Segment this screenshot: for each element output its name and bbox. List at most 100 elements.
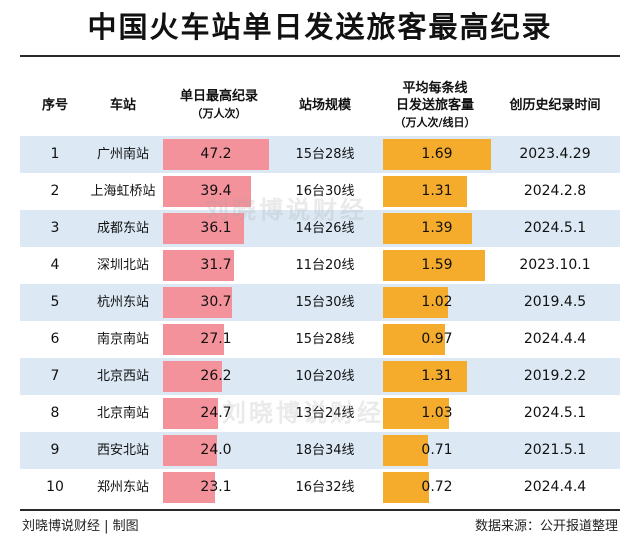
avg-bar bbox=[383, 361, 467, 392]
date-cell: 2019.4.5 bbox=[523, 294, 587, 310]
avg-bar bbox=[383, 324, 445, 355]
station-cell: 杭州东站 bbox=[96, 295, 149, 310]
record-value: 36.1 bbox=[200, 220, 232, 236]
station-cell: 广州南站 bbox=[96, 147, 149, 162]
table-row: 5 杭州东站 30.7 15台30线 1.02 2019.4.5 bbox=[20, 284, 620, 321]
rank-cell: 9 bbox=[50, 442, 60, 458]
header-rank: 序号 bbox=[32, 80, 78, 130]
avg-bar bbox=[383, 250, 485, 281]
rank-cell: 10 bbox=[46, 479, 64, 495]
avg-bar bbox=[383, 472, 429, 503]
station-cell: 北京西站 bbox=[96, 369, 149, 384]
station-cell: 深圳北站 bbox=[96, 258, 149, 273]
table-row: 9 西安北站 24.0 18台34线 0.71 2021.5.1 bbox=[20, 432, 620, 469]
avg-value: 1.31 bbox=[421, 368, 453, 384]
scale-cell: 11台20线 bbox=[295, 258, 355, 273]
avg-bar bbox=[383, 287, 449, 318]
date-cell: 2024.2.8 bbox=[523, 183, 587, 199]
date-cell: 2024.4.4 bbox=[523, 331, 587, 347]
record-bar bbox=[163, 435, 217, 466]
record-value: 47.2 bbox=[200, 146, 232, 162]
scale-cell: 14台26线 bbox=[295, 221, 355, 236]
header-avg: 平均每条线 日发送旅客量 （万人次/线日） bbox=[375, 80, 495, 130]
avg-value: 0.72 bbox=[421, 479, 453, 495]
record-value: 26.2 bbox=[200, 368, 232, 384]
table-row: 8 北京南站 24.7 13台24线 1.03 2024.5.1 bbox=[20, 395, 620, 432]
header-avg-unit: （万人次/线日） bbox=[394, 115, 476, 129]
title-rule bbox=[20, 55, 620, 57]
header-avg-line2: 日发送旅客量 bbox=[395, 97, 474, 113]
record-bar bbox=[163, 250, 235, 281]
avg-value: 1.31 bbox=[421, 183, 453, 199]
record-bar bbox=[163, 176, 252, 207]
record-bar bbox=[163, 361, 222, 392]
station-cell: 西安北站 bbox=[96, 443, 149, 458]
station-cell: 北京南站 bbox=[96, 406, 149, 421]
rank-cell: 4 bbox=[50, 257, 60, 273]
table-row: 10 郑州东站 23.1 16台32线 0.72 2024.4.4 bbox=[20, 469, 620, 506]
table-row: 6 南京南站 27.1 15台28线 0.97 2024.4.4 bbox=[20, 321, 620, 358]
rank-cell: 6 bbox=[50, 331, 60, 347]
date-cell: 2024.5.1 bbox=[523, 405, 587, 421]
record-value: 27.1 bbox=[200, 331, 232, 347]
record-value: 31.7 bbox=[200, 257, 232, 273]
header-record-unit: （万人次） bbox=[191, 107, 247, 120]
date-cell: 2023.4.29 bbox=[519, 146, 591, 162]
rank-cell: 7 bbox=[50, 368, 60, 384]
record-bar bbox=[163, 139, 269, 170]
table-row: 3 成都东站 36.1 14台26线 1.39 2024.5.1 bbox=[20, 210, 620, 247]
footer-source: 数据来源：公开报道整理 bbox=[474, 519, 618, 534]
header-scale-label: 站场规模 bbox=[298, 97, 351, 113]
scale-cell: 16台32线 bbox=[295, 480, 355, 495]
station-cell: 郑州东站 bbox=[96, 480, 149, 495]
record-value: 24.0 bbox=[200, 442, 232, 458]
avg-bar bbox=[383, 435, 429, 466]
header-record: 单日最高纪录 （万人次） bbox=[158, 80, 280, 130]
record-bar bbox=[163, 213, 245, 244]
header-date: 创历史纪录时间 bbox=[490, 80, 620, 130]
header-record-label: 单日最高纪录 bbox=[179, 89, 258, 104]
avg-value: 0.97 bbox=[421, 331, 453, 347]
avg-bar bbox=[383, 139, 491, 170]
record-bar bbox=[163, 398, 219, 429]
avg-bar bbox=[383, 176, 467, 207]
avg-bar bbox=[383, 213, 472, 244]
station-cell: 成都东站 bbox=[96, 221, 149, 236]
rank-cell: 2 bbox=[50, 183, 60, 199]
header-station: 车站 bbox=[78, 80, 168, 130]
header-station-label: 车站 bbox=[109, 97, 136, 113]
table-row: 1 广州南站 47.2 15台28线 1.69 2023.4.29 bbox=[20, 136, 620, 173]
record-value: 39.4 bbox=[200, 183, 232, 199]
date-cell: 2023.10.1 bbox=[519, 257, 591, 273]
footer-rule bbox=[20, 509, 620, 511]
chart-title: 中国火车站单日发送旅客最高纪录 bbox=[87, 10, 553, 44]
header-rank-label: 序号 bbox=[41, 97, 68, 113]
scale-cell: 13台24线 bbox=[295, 406, 355, 421]
station-cell: 上海虹桥站 bbox=[90, 184, 156, 199]
avg-value: 1.39 bbox=[421, 220, 453, 236]
header-date-label: 创历史纪录时间 bbox=[509, 97, 601, 113]
rank-cell: 8 bbox=[50, 405, 60, 421]
avg-value: 1.02 bbox=[421, 294, 453, 310]
scale-cell: 16台30线 bbox=[295, 184, 355, 199]
record-bar bbox=[163, 287, 232, 318]
record-bar bbox=[163, 472, 215, 503]
rank-cell: 1 bbox=[50, 146, 60, 162]
table-row: 2 上海虹桥站 39.4 16台30线 1.31 2024.2.8 bbox=[20, 173, 620, 210]
scale-cell: 10台20线 bbox=[295, 369, 355, 384]
record-value: 24.7 bbox=[200, 405, 232, 421]
date-cell: 2024.4.4 bbox=[523, 479, 587, 495]
record-value: 23.1 bbox=[200, 479, 232, 495]
scale-cell: 18台34线 bbox=[295, 443, 355, 458]
record-value: 30.7 bbox=[200, 294, 232, 310]
avg-value: 1.59 bbox=[421, 257, 453, 273]
avg-value: 1.03 bbox=[421, 405, 453, 421]
header-scale: 站场规模 bbox=[275, 80, 375, 130]
footer-credit: 刘晓博说财经 | 制图 bbox=[22, 519, 139, 534]
avg-value: 0.71 bbox=[421, 442, 453, 458]
header-avg-line1: 平均每条线 bbox=[402, 80, 468, 96]
avg-bar bbox=[383, 398, 449, 429]
avg-value: 1.69 bbox=[421, 146, 453, 162]
table-row: 4 深圳北站 31.7 11台20线 1.59 2023.10.1 bbox=[20, 247, 620, 284]
record-bar bbox=[163, 324, 224, 355]
